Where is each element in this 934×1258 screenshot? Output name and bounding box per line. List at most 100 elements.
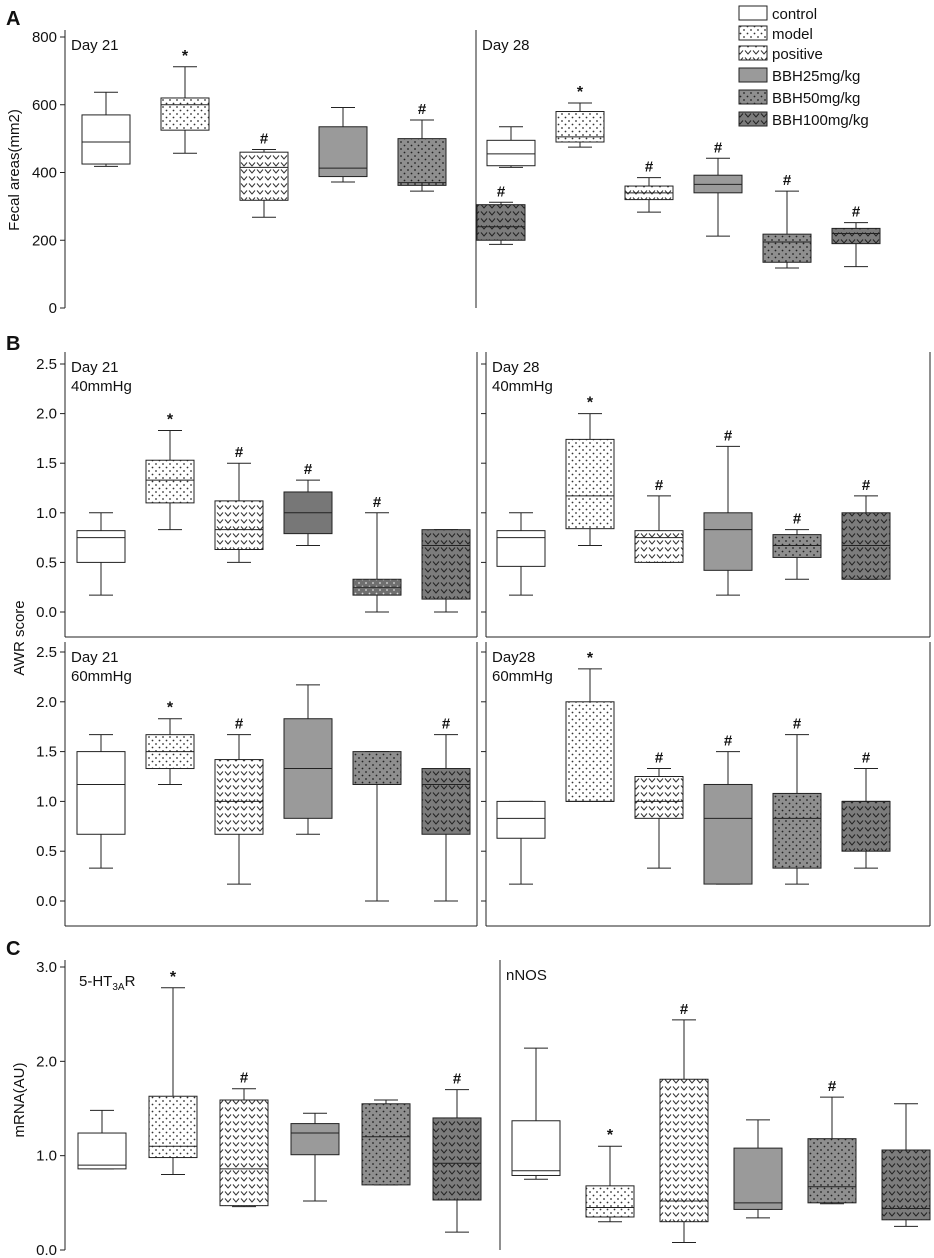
- iqr-box: [762, 233, 812, 263]
- box-model: *: [145, 700, 195, 785]
- iqr-box: [318, 126, 368, 178]
- significance-mark: #: [828, 1078, 837, 1095]
- box-bbh25mg-kg: #: [283, 461, 333, 547]
- iqr-box: [555, 111, 605, 143]
- chart-subtitle: 60mmHg: [492, 668, 553, 685]
- legend: control model positive BBH25mg/kg BBH50m…: [738, 5, 869, 129]
- significance-mark: #: [655, 750, 664, 767]
- chart-5: 0.0 0.5 1.0 1.5 2.0 2.5 Day 21 60mmHg * # #: [36, 642, 478, 927]
- y-tick-label: 0.0: [36, 893, 57, 910]
- y-tick-label: 600: [32, 97, 57, 114]
- box-bbh100mg-kg: #: [476, 183, 526, 245]
- significance-mark: #: [235, 716, 244, 733]
- box-bbh25mg-kg: #: [693, 139, 743, 237]
- iqr-box: [145, 459, 195, 504]
- chart-title: Day 21: [71, 359, 119, 376]
- y-tick-label: 200: [32, 232, 57, 249]
- y-tick-label: 2.0: [36, 694, 57, 711]
- significance-mark: #: [418, 101, 427, 118]
- significance-mark: *: [182, 48, 189, 65]
- plots-layer: 0 200 400 600 800 Day 21 * # # # Day 28 * # # # #0.0 0.5…: [32, 29, 931, 1258]
- y-tick-label: 800: [32, 29, 57, 46]
- significance-mark: #: [793, 511, 802, 528]
- significance-mark: #: [373, 494, 382, 511]
- box-bbh100mg-kg: #: [841, 750, 891, 869]
- box-positive: #: [634, 750, 684, 869]
- y-tick-label: 2.0: [36, 1053, 57, 1070]
- iqr-box: [634, 530, 684, 563]
- y-tick-label: 0.0: [36, 604, 57, 621]
- legend-label-bbh100: BBH100mg/kg: [772, 112, 869, 129]
- box-positive: #: [214, 444, 264, 563]
- iqr-box: [421, 529, 471, 600]
- legend-swatch-control: [738, 5, 768, 21]
- y-tick-label: 400: [32, 165, 57, 182]
- significance-mark: *: [170, 969, 177, 986]
- significance-mark: #: [260, 130, 269, 147]
- box-bbh50mg-kg: [352, 751, 402, 902]
- iqr-box: [432, 1117, 482, 1201]
- box-bbh100mg-kg: #: [421, 716, 471, 902]
- significance-mark: #: [724, 427, 733, 444]
- box-bbh50mg-kg: #: [772, 716, 822, 885]
- legend-label-control: control: [772, 6, 817, 23]
- significance-mark: *: [607, 1127, 614, 1144]
- chart-title: Day28: [492, 649, 535, 666]
- significance-mark: #: [862, 477, 871, 494]
- panel-label-a: A: [6, 8, 20, 30]
- chart-6: Day28 60mmHg * # # # #: [481, 642, 931, 927]
- iqr-box: [831, 227, 881, 245]
- significance-mark: *: [587, 650, 594, 667]
- iqr-box: [565, 701, 615, 802]
- chart-7: 0.0 1.0 2.0 3.0 5-HT3AR * # #: [36, 959, 482, 1258]
- iqr-box: [352, 751, 402, 785]
- significance-mark: #: [240, 1070, 249, 1087]
- iqr-box: [290, 1123, 340, 1156]
- iqr-box: [81, 114, 131, 165]
- iqr-box: [585, 1185, 635, 1218]
- box-bbh50mg-kg: #: [772, 511, 822, 580]
- y-tick-label: 1.5: [36, 455, 57, 472]
- legend-label-bbh25: BBH25mg/kg: [772, 68, 860, 85]
- chart-8: nNOS * # #: [499, 960, 931, 1250]
- y-tick-label: 1.5: [36, 744, 57, 761]
- significance-mark: #: [680, 1001, 689, 1018]
- chart-title: Day 28: [482, 37, 530, 54]
- significance-mark: #: [793, 716, 802, 733]
- box-bbh50mg-kg: [361, 1099, 411, 1186]
- chart-title: Day 28: [492, 359, 540, 376]
- box-bbh50mg-kg: #: [807, 1078, 857, 1205]
- box-model: *: [555, 84, 605, 148]
- iqr-box: [841, 800, 891, 852]
- y-tick-label: 3.0: [36, 959, 57, 976]
- box-model: *: [585, 1127, 635, 1223]
- chart-3: 0.0 0.5 1.0 1.5 2.0 2.5 Day 21 40mmHg * # # #: [36, 352, 478, 638]
- iqr-box: [807, 1138, 857, 1204]
- iqr-box: [496, 800, 546, 839]
- ylabel-mrna: mRNA(AU): [11, 1063, 28, 1138]
- iqr-box: [881, 1149, 931, 1221]
- iqr-box: [634, 776, 684, 819]
- iqr-box: [421, 768, 471, 835]
- box-positive: #: [214, 716, 264, 885]
- iqr-box: [486, 139, 536, 167]
- legend-swatch-bbh25: [738, 67, 768, 83]
- y-tick-label: 1.0: [36, 793, 57, 810]
- y-tick-label: 0: [49, 300, 57, 317]
- box-bbh25mg-kg: [318, 106, 368, 183]
- significance-mark: #: [714, 139, 723, 156]
- ylabel-awr-score: AWR score: [11, 600, 28, 675]
- chart-title: Day 21: [71, 649, 119, 666]
- iqr-box: [733, 1147, 783, 1210]
- box-bbh25mg-kg: [290, 1112, 340, 1202]
- legend-swatch-positive: [738, 45, 768, 61]
- box-bbh50mg-kg: #: [762, 172, 812, 269]
- ylabel-fecal-areas: Fecal areas(mm2): [6, 109, 23, 231]
- box-control: [81, 91, 131, 167]
- iqr-box: [703, 512, 753, 571]
- iqr-box: [511, 1120, 561, 1176]
- box-positive: #: [634, 477, 684, 563]
- y-tick-label: 2.5: [36, 644, 57, 661]
- box-bbh100mg-kg: #: [841, 477, 891, 580]
- box-bbh50mg-kg: #: [352, 494, 402, 613]
